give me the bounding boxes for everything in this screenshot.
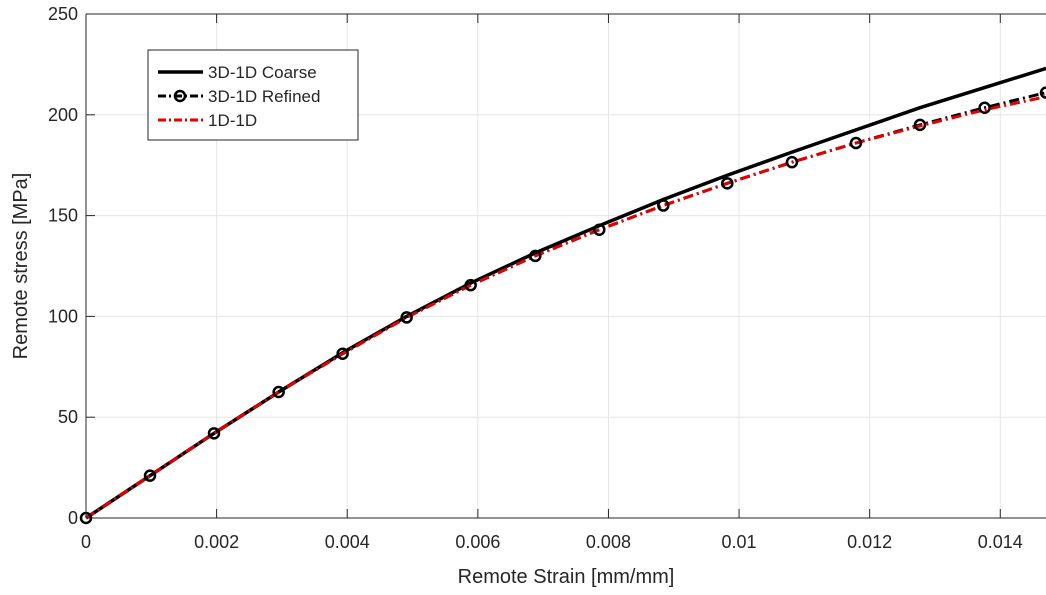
- y-tick-label: 250: [48, 4, 78, 24]
- axes: 0 0.002 0.004 0.006 0.008 0.01 0.012 0.014 0 50 10…: [48, 4, 1046, 552]
- x-axis-label: Remote Strain [mm/mm]: [458, 566, 675, 588]
- series-lines: [79, 66, 1046, 525]
- x-tick-label: 0.014: [978, 532, 1023, 552]
- series-2-marker: [400, 311, 413, 324]
- series-2-marker: [593, 223, 606, 236]
- series-2-marker: [143, 469, 157, 482]
- series-2-marker: [913, 118, 927, 132]
- series-2-marker: [464, 278, 477, 292]
- x-tick-label: 0.008: [586, 532, 631, 552]
- series-line-1: [85, 66, 1046, 520]
- series-2-marker: [657, 199, 670, 212]
- series-2-marker: [785, 155, 799, 169]
- x-tick-label: 0.01: [722, 532, 757, 552]
- legend-label-3: 1D-1D: [208, 111, 257, 130]
- y-tick-label: 0: [68, 508, 78, 528]
- series-2-marker: [272, 385, 285, 399]
- x-tick-label: 0.004: [325, 532, 370, 552]
- x-tick-label: 0.006: [455, 532, 500, 552]
- legend: 3D-1D Coarse 3D-1D Refined 1D-1D: [147, 49, 359, 141]
- legend-box: [147, 49, 359, 141]
- x-tick-label: 0: [81, 532, 91, 552]
- series-line-3: [85, 95, 1046, 520]
- series-2-marker: [721, 177, 734, 190]
- legend-label-1: 3D-1D Coarse: [208, 63, 317, 82]
- legend-label-2: 3D-1D Refined: [208, 87, 320, 106]
- series-2-marker: [1039, 86, 1046, 99]
- series-2-marker: [207, 427, 221, 440]
- y-tick-label: 200: [48, 105, 78, 125]
- series-2-marker: [529, 249, 542, 263]
- y-axis-label: Remote stress [MPa]: [10, 173, 32, 360]
- y-tick-label: 150: [48, 206, 78, 226]
- series-2-marker: [336, 347, 349, 360]
- legend-marker-2: [173, 89, 187, 103]
- y-tick-label: 100: [48, 306, 78, 326]
- series-2-marker: [978, 101, 991, 114]
- y-tick-label: 50: [58, 407, 78, 427]
- x-tick-label: 0.002: [194, 532, 239, 552]
- series-2-marker: [849, 136, 863, 150]
- x-tick-label: 0.012: [847, 532, 892, 552]
